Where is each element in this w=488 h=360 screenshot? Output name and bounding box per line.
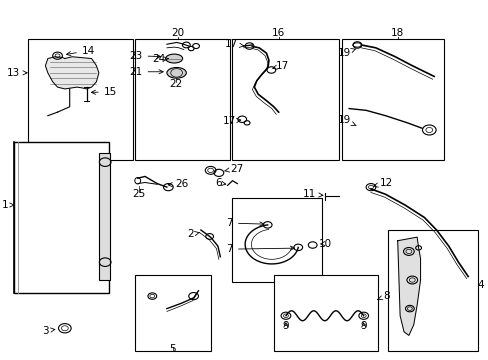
Bar	[135, 39, 229, 160]
Text: 19: 19	[337, 48, 355, 58]
Text: 15: 15	[91, 87, 117, 97]
Bar	[28, 39, 133, 160]
Text: 21: 21	[129, 67, 163, 77]
Text: 17: 17	[223, 116, 240, 126]
Text: 7: 7	[226, 218, 264, 228]
Text: 5: 5	[169, 343, 176, 354]
Bar	[232, 39, 339, 160]
Text: 4: 4	[476, 280, 483, 291]
Text: 6: 6	[215, 178, 225, 188]
Text: 7: 7	[226, 244, 294, 254]
Polygon shape	[45, 57, 99, 89]
Text: 27: 27	[224, 163, 243, 174]
Text: 26: 26	[168, 179, 188, 189]
Text: 12: 12	[373, 178, 392, 188]
Bar	[135, 275, 210, 351]
Text: 22: 22	[169, 79, 182, 89]
Text: 18: 18	[390, 28, 404, 38]
Bar	[273, 275, 378, 351]
Text: 3: 3	[41, 326, 55, 336]
Ellipse shape	[165, 54, 183, 63]
Text: 2: 2	[187, 229, 199, 239]
Text: 9: 9	[360, 321, 366, 332]
Text: 23: 23	[129, 51, 161, 61]
Text: 20: 20	[171, 28, 184, 38]
Polygon shape	[397, 237, 420, 336]
Text: 17: 17	[272, 61, 289, 71]
Bar	[341, 39, 443, 160]
Text: 24: 24	[152, 54, 168, 64]
Bar	[387, 230, 477, 351]
Text: 25: 25	[132, 189, 145, 199]
Bar	[99, 153, 109, 280]
Text: 13: 13	[7, 68, 27, 78]
Text: 8: 8	[377, 291, 389, 301]
Bar	[232, 198, 322, 282]
Bar	[14, 143, 108, 293]
Text: 16: 16	[271, 28, 285, 38]
Text: 9: 9	[282, 321, 289, 332]
Text: 14: 14	[66, 46, 95, 56]
Text: 11: 11	[302, 189, 322, 199]
Ellipse shape	[166, 67, 186, 78]
Text: 10: 10	[318, 239, 331, 249]
Text: 17: 17	[224, 39, 244, 49]
Text: 1: 1	[2, 200, 15, 210]
Text: 19: 19	[337, 115, 355, 126]
